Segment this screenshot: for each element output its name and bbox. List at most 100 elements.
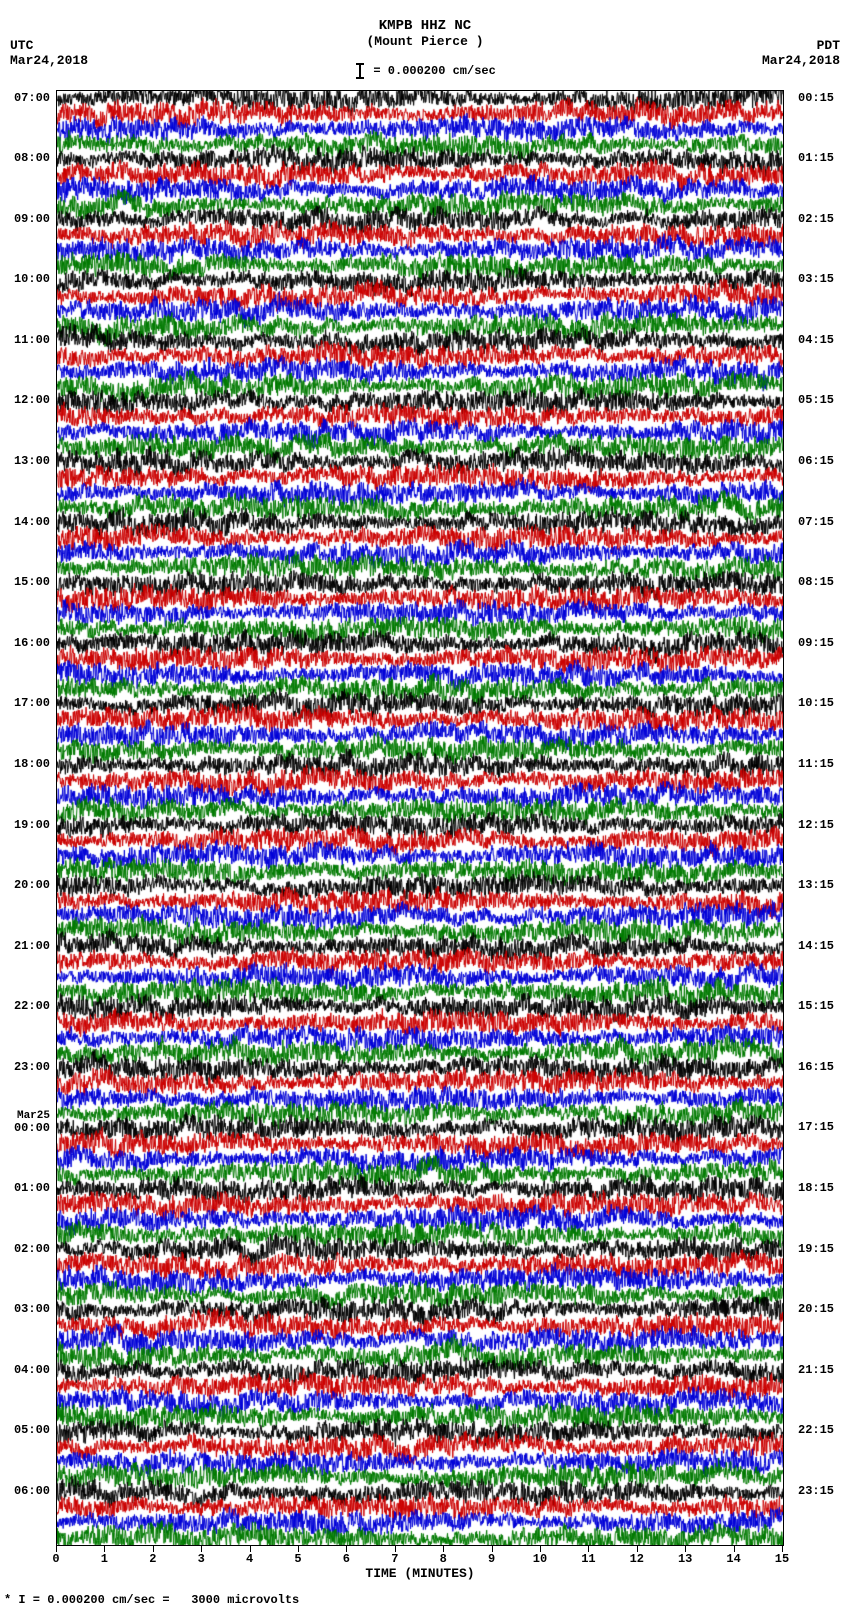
time-text: 22:15 bbox=[798, 1423, 834, 1437]
utc-time-label: 17:00 bbox=[14, 697, 50, 709]
time-text: 22:00 bbox=[14, 999, 50, 1013]
utc-time-labels: 07:0008:0009:0010:0011:0012:0013:0014:00… bbox=[0, 90, 54, 1544]
utc-time-label: 12:00 bbox=[14, 394, 50, 406]
time-text: 20:15 bbox=[798, 1302, 834, 1316]
utc-time-label: 13:00 bbox=[14, 455, 50, 467]
tz-right: PDT Mar24,2018 bbox=[762, 38, 840, 68]
local-time-label: 21:15 bbox=[798, 1364, 834, 1376]
time-text: 05:15 bbox=[798, 393, 834, 407]
time-text: 17:00 bbox=[14, 696, 50, 710]
utc-time-label: 18:00 bbox=[14, 758, 50, 770]
time-text: 09:00 bbox=[14, 212, 50, 226]
time-text: 23:15 bbox=[798, 1484, 834, 1498]
scale-bar-icon bbox=[354, 62, 366, 80]
tz-left: UTC Mar24,2018 bbox=[10, 38, 88, 68]
x-tick: 5 bbox=[298, 1546, 299, 1552]
time-text: 15:15 bbox=[798, 999, 834, 1013]
local-time-label: 11:15 bbox=[798, 758, 834, 770]
time-text: 10:15 bbox=[798, 696, 834, 710]
x-tick-label: 3 bbox=[191, 1552, 211, 1566]
time-text: 06:15 bbox=[798, 454, 834, 468]
time-text: 18:15 bbox=[798, 1181, 834, 1195]
station-location: (Mount Pierce ) bbox=[0, 34, 850, 50]
seismogram-canvas bbox=[57, 91, 783, 1545]
time-text: 07:15 bbox=[798, 515, 834, 529]
x-tick-label: 9 bbox=[482, 1552, 502, 1566]
time-text: 06:00 bbox=[14, 1484, 50, 1498]
time-text: 13:15 bbox=[798, 878, 834, 892]
utc-time-label: 19:00 bbox=[14, 819, 50, 831]
x-tick: 6 bbox=[346, 1546, 347, 1552]
seismogram-page: KMPB HHZ NC (Mount Pierce ) = 0.000200 c… bbox=[0, 0, 850, 1613]
plot-area bbox=[56, 90, 784, 1546]
x-tick: 7 bbox=[395, 1546, 396, 1552]
x-tick: 11 bbox=[588, 1546, 589, 1552]
tz-right-name: PDT bbox=[762, 38, 840, 53]
x-tick: 0 bbox=[56, 1546, 57, 1552]
x-tick: 14 bbox=[734, 1546, 735, 1552]
time-text: 21:00 bbox=[14, 939, 50, 953]
local-time-label: 09:15 bbox=[798, 637, 834, 649]
x-tick: 2 bbox=[153, 1546, 154, 1552]
utc-time-label: 15:00 bbox=[14, 576, 50, 588]
time-text: 07:00 bbox=[14, 91, 50, 105]
time-text: 21:15 bbox=[798, 1363, 834, 1377]
time-text: 02:15 bbox=[798, 212, 834, 226]
time-text: 08:15 bbox=[798, 575, 834, 589]
x-tick: 9 bbox=[492, 1546, 493, 1552]
local-time-label: 05:15 bbox=[798, 394, 834, 406]
time-text: 02:00 bbox=[14, 1242, 50, 1256]
utc-time-label: 03:00 bbox=[14, 1303, 50, 1315]
time-text: 01:00 bbox=[14, 1181, 50, 1195]
tz-left-name: UTC bbox=[10, 38, 88, 53]
time-text: 18:00 bbox=[14, 757, 50, 771]
utc-time-label: 16:00 bbox=[14, 637, 50, 649]
local-time-label: 19:15 bbox=[798, 1243, 834, 1255]
utc-time-label: 06:00 bbox=[14, 1485, 50, 1497]
utc-time-label: 22:00 bbox=[14, 1000, 50, 1012]
x-tick-label: 8 bbox=[433, 1552, 453, 1566]
time-text: 23:00 bbox=[14, 1060, 50, 1074]
utc-time-label: 10:00 bbox=[14, 273, 50, 285]
time-text: 12:15 bbox=[798, 818, 834, 832]
local-time-label: 22:15 bbox=[798, 1424, 834, 1436]
local-time-label: 08:15 bbox=[798, 576, 834, 588]
local-time-label: 16:15 bbox=[798, 1061, 834, 1073]
utc-time-label: Mar2500:00 bbox=[14, 1111, 50, 1134]
x-tick-label: 10 bbox=[530, 1552, 550, 1566]
utc-time-label: 23:00 bbox=[14, 1061, 50, 1073]
x-tick-label: 12 bbox=[627, 1552, 647, 1566]
utc-time-label: 04:00 bbox=[14, 1364, 50, 1376]
time-text: 03:15 bbox=[798, 272, 834, 286]
time-text: 09:15 bbox=[798, 636, 834, 650]
x-tick-label: 6 bbox=[336, 1552, 356, 1566]
local-time-label: 18:15 bbox=[798, 1182, 834, 1194]
local-time-label: 20:15 bbox=[798, 1303, 834, 1315]
x-tick: 15 bbox=[782, 1546, 783, 1552]
utc-time-label: 11:00 bbox=[14, 334, 50, 346]
scale-text: = 0.000200 cm/sec bbox=[373, 64, 495, 78]
x-tick-label: 1 bbox=[94, 1552, 114, 1566]
local-time-label: 06:15 bbox=[798, 455, 834, 467]
time-text: 11:00 bbox=[14, 333, 50, 347]
time-text: 00:15 bbox=[798, 91, 834, 105]
x-tick-label: 11 bbox=[578, 1552, 598, 1566]
x-tick-label: 2 bbox=[143, 1552, 163, 1566]
utc-time-label: 21:00 bbox=[14, 940, 50, 952]
station-code: KMPB HHZ NC bbox=[0, 18, 850, 34]
local-time-label: 15:15 bbox=[798, 1000, 834, 1012]
time-text: 16:15 bbox=[798, 1060, 834, 1074]
x-tick-label: 5 bbox=[288, 1552, 308, 1566]
time-text: 16:00 bbox=[14, 636, 50, 650]
local-time-label: 14:15 bbox=[798, 940, 834, 952]
time-text: 13:00 bbox=[14, 454, 50, 468]
local-time-labels: 00:1501:1502:1503:1504:1505:1506:1507:15… bbox=[794, 90, 850, 1544]
local-time-label: 17:15 bbox=[798, 1121, 834, 1133]
header: KMPB HHZ NC (Mount Pierce ) bbox=[0, 18, 850, 50]
scale-line: = 0.000200 cm/sec bbox=[0, 62, 850, 80]
x-tick-label: 4 bbox=[240, 1552, 260, 1566]
utc-time-label: 02:00 bbox=[14, 1243, 50, 1255]
local-time-label: 10:15 bbox=[798, 697, 834, 709]
x-tick: 13 bbox=[685, 1546, 686, 1552]
time-text: 19:00 bbox=[14, 818, 50, 832]
